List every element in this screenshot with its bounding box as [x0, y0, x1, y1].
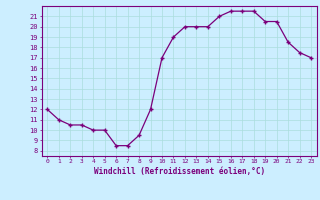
X-axis label: Windchill (Refroidissement éolien,°C): Windchill (Refroidissement éolien,°C) [94, 167, 265, 176]
